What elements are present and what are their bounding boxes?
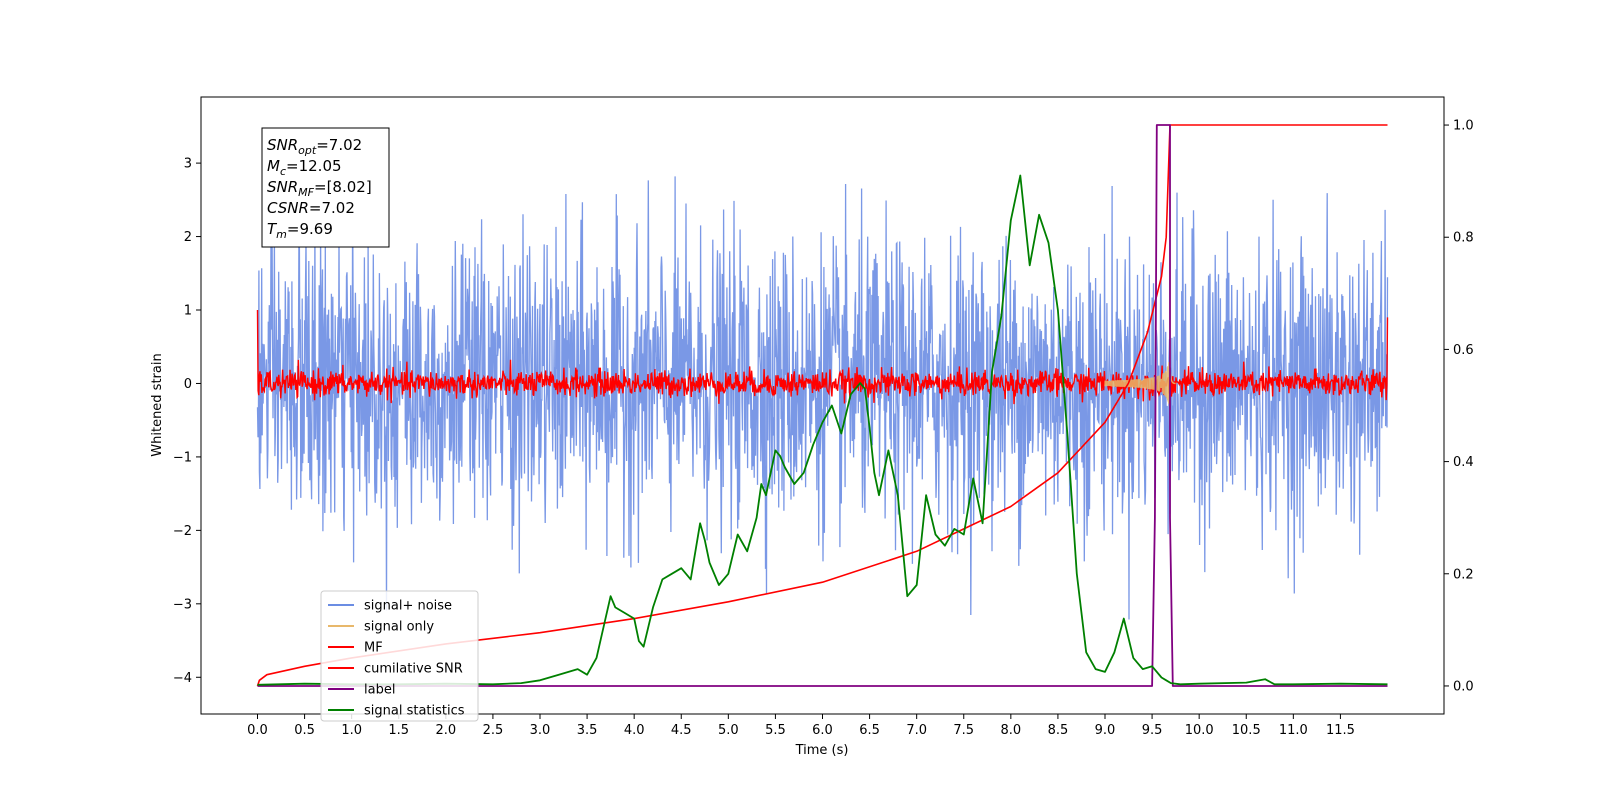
info-value: =12.05 [286,157,342,175]
x-tick-label: 7.5 [953,723,974,738]
x-tick-label: 7.0 [906,723,927,738]
info-value: =7.02 [316,136,362,154]
info-subscript: c [280,165,286,178]
info-subscript: m [276,228,287,241]
y-tick-label: −3 [173,597,192,612]
legend: signal+ noise signal only MF cumilative SNR… [320,590,479,722]
y-tick-label: −1 [173,450,192,465]
series-label-line [257,124,1388,687]
y-tick-label: −2 [173,524,192,539]
info-value: =7.02 [309,199,355,217]
info-value: =9.69 [287,220,333,238]
x-tick-label: 5.5 [765,723,786,738]
x-tick-label: 3.0 [530,723,551,738]
info-value: =[8.02] [314,178,372,196]
x-tick-label: 9.5 [1142,723,1163,738]
y-tick-label: 1 [184,304,192,319]
x-tick-label: 8.5 [1048,723,1069,738]
legend-frame [320,590,479,722]
x-tick-label: 6.0 [812,723,833,738]
y2-tick-label: 1.0 [1453,119,1474,134]
y-tick-label: −4 [173,671,192,686]
x-tick-label: 1.5 [388,723,409,738]
y2-tick-label: 0.0 [1453,679,1474,694]
x-tick-label: 10.0 [1185,723,1214,738]
legend-label: signal+ noise [364,599,452,614]
y-tick-label: 0 [184,377,192,392]
y-axis-left: 3 2 1 0 −1 −2 −3 −4 [173,157,201,686]
info-symbol: SNR [267,178,298,196]
x-tick-label: 1.0 [341,723,362,738]
x-tick-label: 9.0 [1095,723,1116,738]
series-signal-only-line [1104,361,1176,407]
x-tick-label: 0.5 [294,723,315,738]
y2-tick-label: 0.2 [1453,567,1474,582]
info-symbol: SNR [267,136,298,154]
y-axis-right: 0.0 0.2 0.4 0.6 0.8 1.0 [1444,119,1474,694]
x-tick-label: 4.0 [624,723,645,738]
legend-label: cumilative SNR [364,662,463,677]
legend-label: MF [364,641,383,656]
series-signal-statistics-line [257,174,1388,686]
info-box-line: CSNR=7.02 [267,199,355,217]
y2-tick-label: 0.8 [1453,231,1474,246]
info-box: SNRopt=7.02Mc=12.05SNRMF=[8.02]CSNR=7.02… [261,127,390,248]
x-tick-label: 11.0 [1279,723,1308,738]
x-tick-label: 8.0 [1000,723,1021,738]
info-box-line: Mc=12.05 [267,157,342,178]
legend-label: signal statistics [364,704,465,719]
info-box-line: Tm=9.69 [267,220,333,241]
legend-label: label [364,683,395,698]
x-tick-label: 0.0 [247,723,268,738]
info-symbol: M [267,157,280,175]
x-tick-label: 2.0 [435,723,456,738]
x-tick-label: 10.5 [1232,723,1261,738]
x-axis-label: Time (s) [795,743,849,758]
info-symbol: CSNR [267,199,309,217]
x-axis: 0.0 0.5 1.0 1.5 2.0 2.5 3.0 3.5 4.0 4.5 5.0 5.5 6.0 6… [247,714,1355,738]
info-box-line: SNRMF=[8.02] [267,178,372,199]
y2-tick-label: 0.4 [1453,455,1474,470]
x-tick-label: 2.5 [483,723,504,738]
info-subscript: MF [298,186,314,199]
y-tick-label: 3 [184,157,192,172]
info-subscript: opt [298,144,317,157]
y2-tick-label: 0.6 [1453,343,1474,358]
x-tick-label: 5.0 [718,723,739,738]
x-tick-label: 6.5 [859,723,880,738]
y-tick-label: 2 [184,230,192,245]
x-tick-label: 11.5 [1326,723,1355,738]
x-tick-label: 3.5 [577,723,598,738]
y-axis-label: Whitened strain [150,353,165,456]
info-box-line: SNRopt=7.02 [267,136,362,157]
legend-label: signal only [364,620,434,635]
x-tick-label: 4.5 [671,723,692,738]
series-mf-line [256,309,1389,405]
info-box-frame [261,127,390,248]
series-layer [256,124,1389,687]
info-symbol: T [267,220,278,238]
